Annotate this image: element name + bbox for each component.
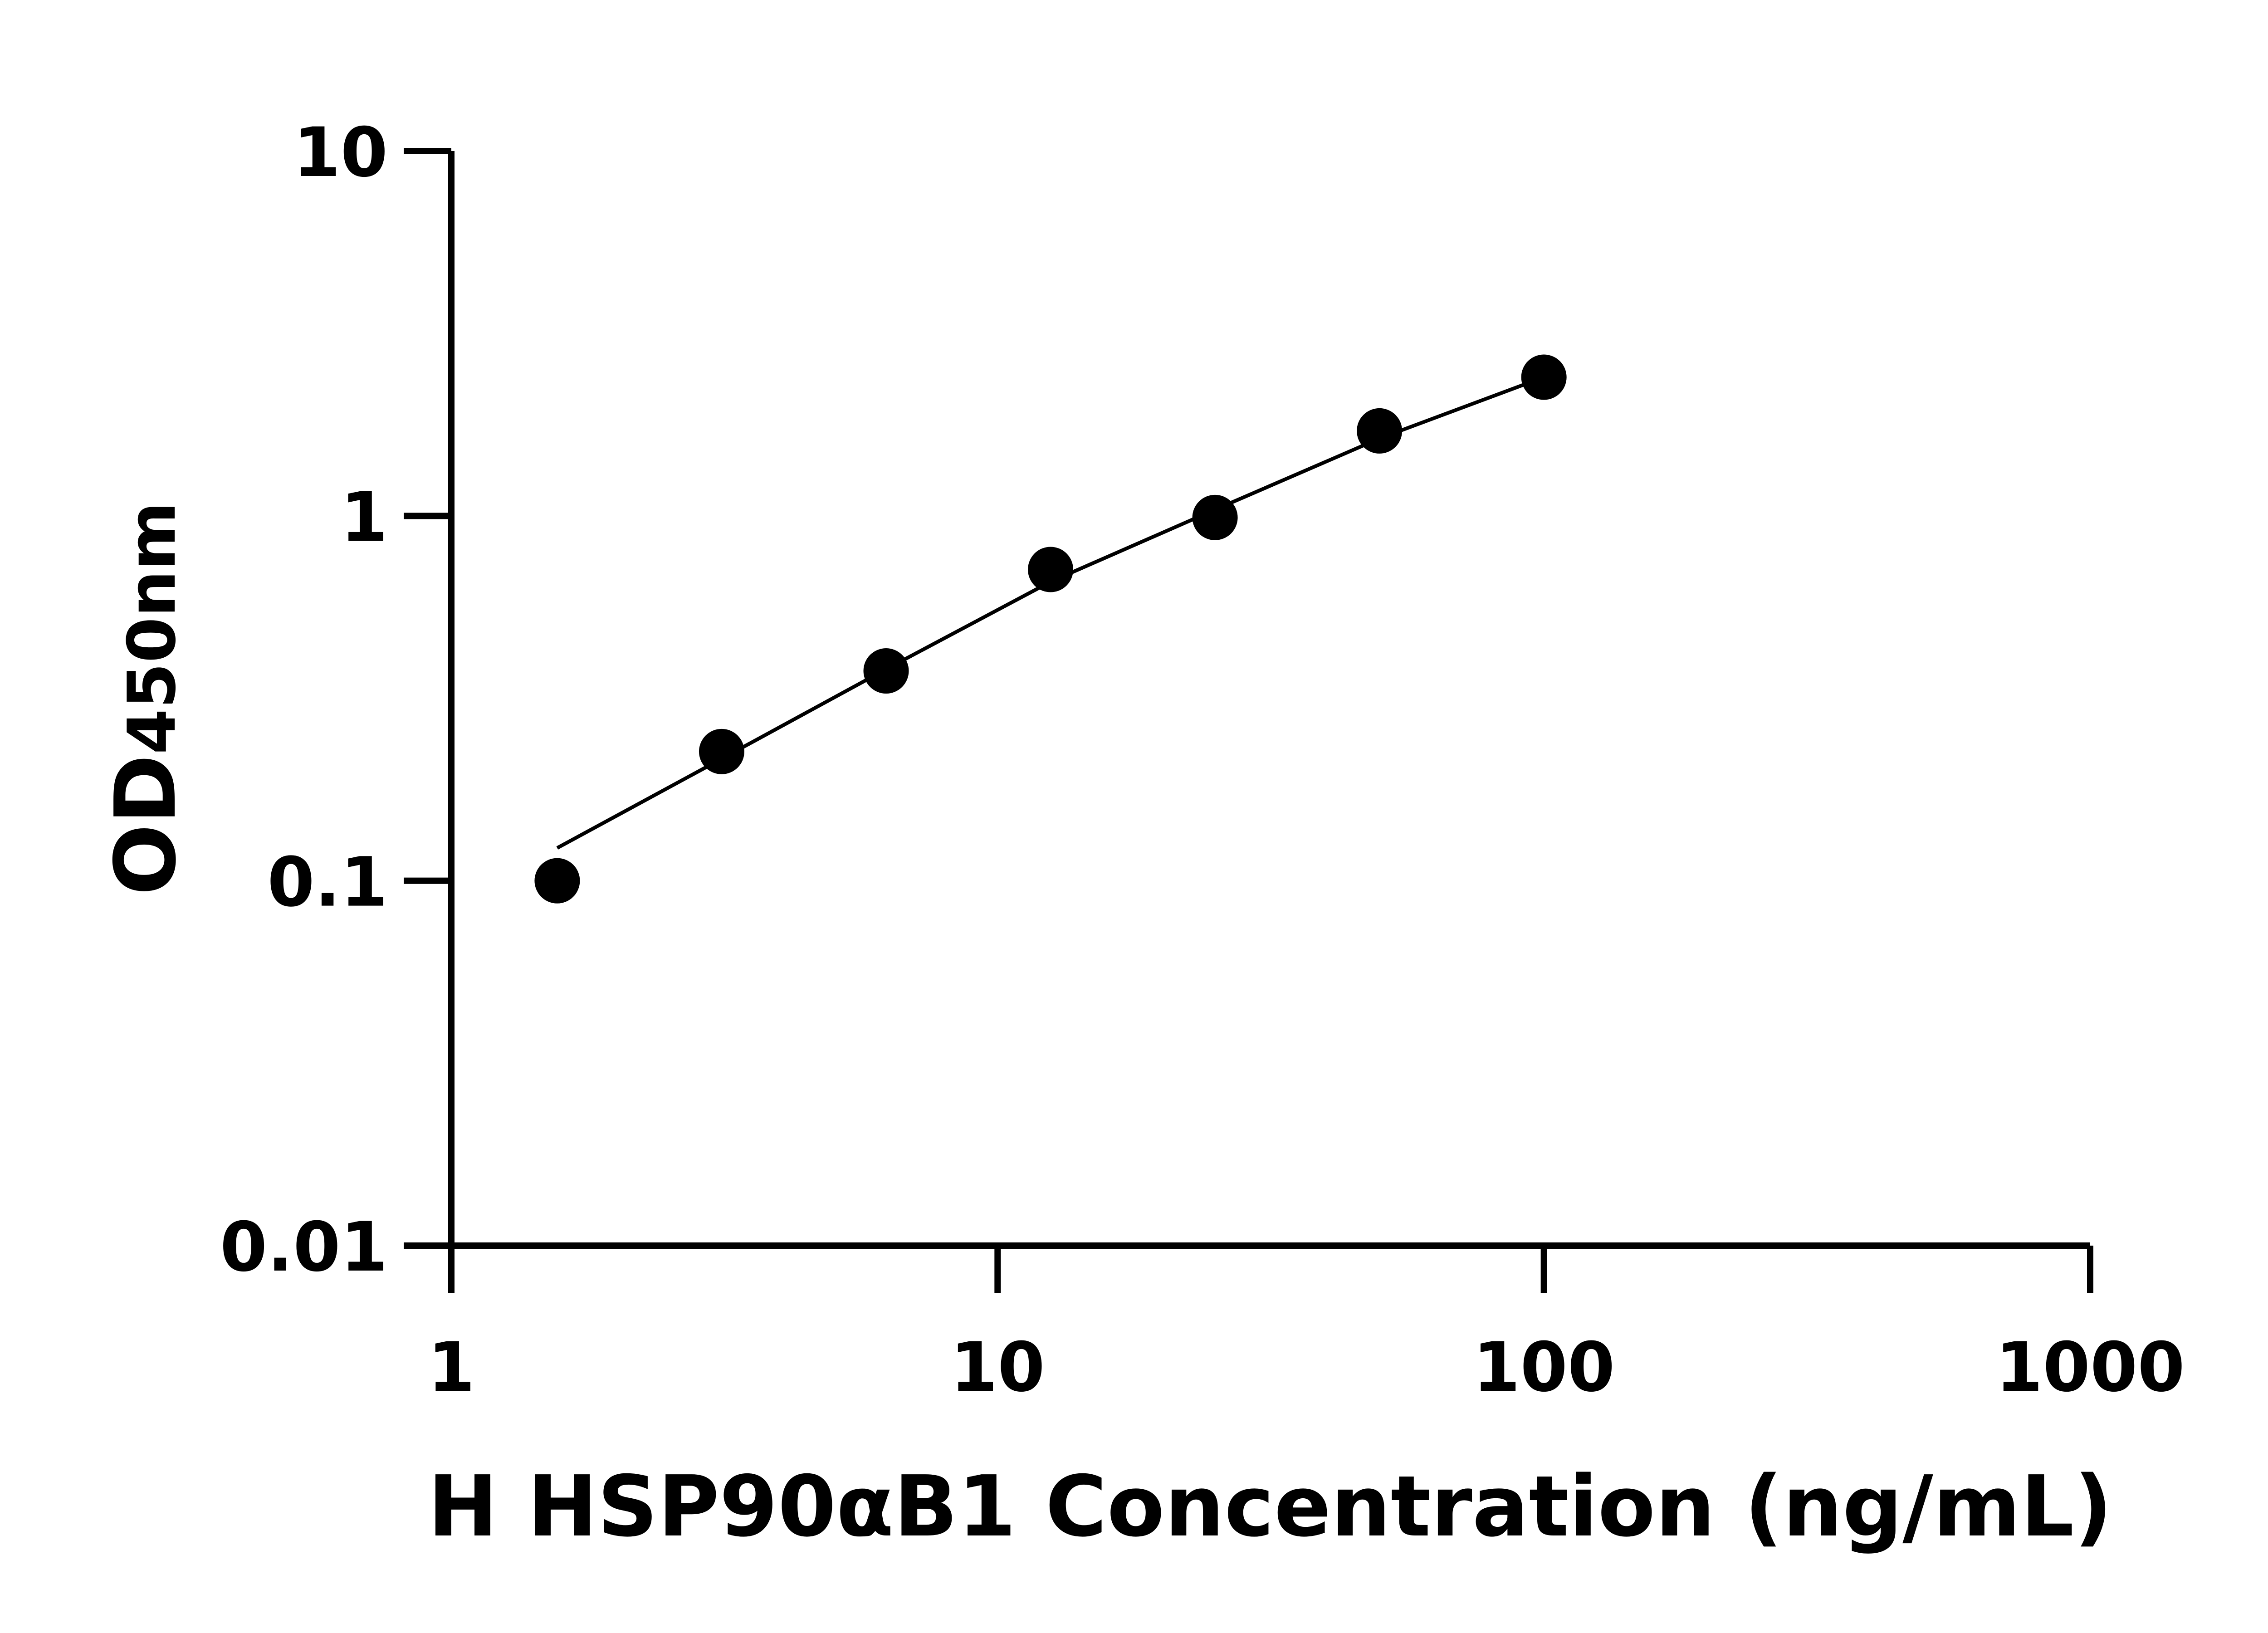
data-point bbox=[1028, 547, 1074, 592]
data-point bbox=[1192, 494, 1238, 540]
y-axis-label-main: OD bbox=[97, 754, 195, 895]
data-point bbox=[534, 858, 580, 904]
x-axis-label: H HSP90αB1 Concentration (ng/mL) bbox=[428, 1457, 2112, 1555]
y-tick-label: 10 bbox=[293, 113, 388, 192]
data-point bbox=[1521, 354, 1567, 400]
axes bbox=[404, 148, 2093, 1293]
x-tick-label: 10 bbox=[950, 1328, 1045, 1407]
fit-curve bbox=[556, 375, 1545, 850]
x-tick-label: 1 bbox=[428, 1328, 475, 1407]
data-point bbox=[1357, 408, 1403, 454]
data-point bbox=[863, 648, 909, 694]
y-axis-label: OD450nm bbox=[97, 502, 195, 895]
x-tick-label: 100 bbox=[1473, 1328, 1615, 1407]
tick-labels: 1 10 100 1000 0.01 0.1 1 10 bbox=[220, 113, 2185, 1407]
y-tick-label: 0.01 bbox=[220, 1208, 388, 1287]
y-tick-label: 1 bbox=[341, 478, 388, 557]
x-tick-label: 1000 bbox=[1995, 1328, 2185, 1407]
data-points bbox=[534, 354, 1567, 904]
data-point bbox=[699, 728, 744, 774]
y-tick-label: 0.1 bbox=[267, 843, 388, 922]
y-axis-label-sub: 450nm bbox=[114, 502, 191, 754]
